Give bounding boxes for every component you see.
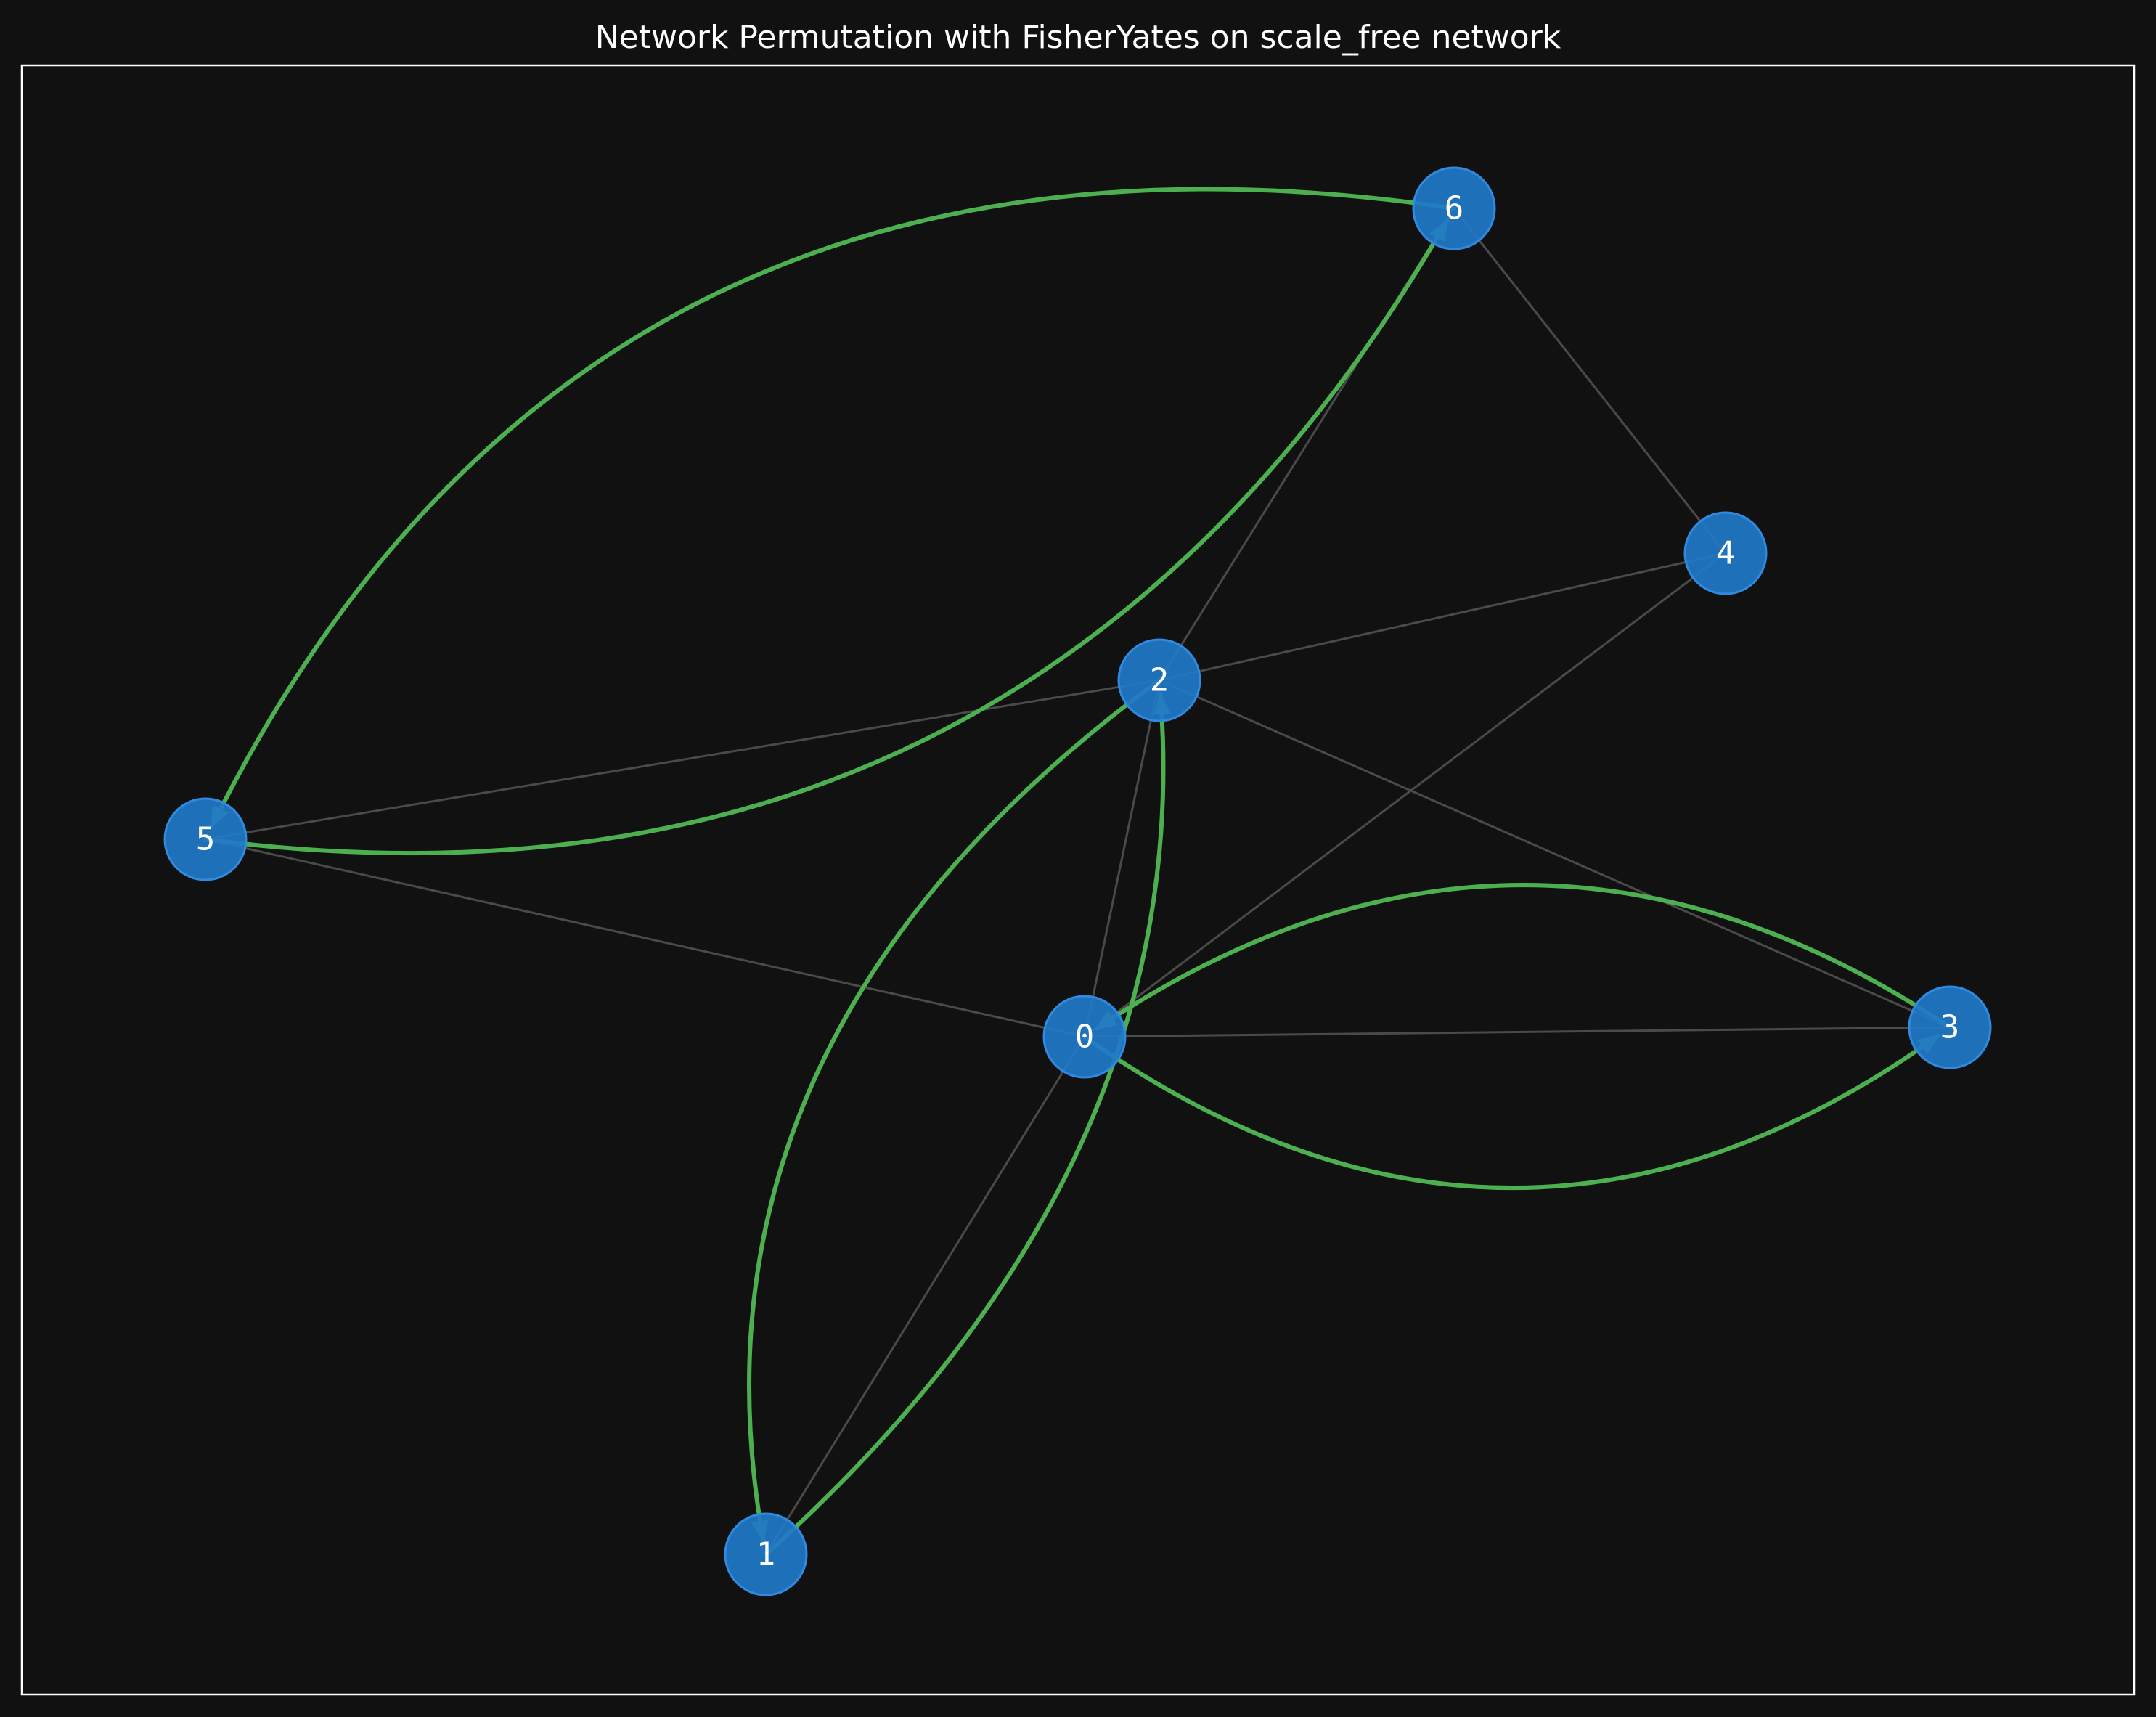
- node-0: 0: [1042, 995, 1127, 1079]
- node-2: 2: [1117, 638, 1201, 722]
- edge-4-6: [1453, 208, 1727, 554]
- edge-0-4: [1084, 552, 1726, 1038]
- chart-title: Network Permutation with FisherYates on …: [595, 19, 1561, 56]
- node-label-4: 4: [1716, 535, 1736, 572]
- node-label-5: 5: [196, 821, 216, 858]
- node-circle-0: [1042, 995, 1127, 1079]
- edge-2-3: [1159, 679, 1951, 1029]
- permutation-edges-layer: [203, 187, 1952, 1557]
- node-circle-6: [1412, 166, 1496, 250]
- node-5: 5: [163, 797, 248, 881]
- plot-frame: [20, 64, 2136, 1696]
- edge-0-2: [1083, 680, 1161, 1037]
- node-circle-3: [1908, 985, 1992, 1069]
- permutation-edge-6-5: [209, 187, 1456, 829]
- permutation-edge-1-2: [764, 692, 1171, 1557]
- permutation-edge-0-3: [1082, 1033, 1941, 1190]
- edge-2-4: [1159, 552, 1726, 682]
- node-3: 3: [1908, 985, 1992, 1069]
- node-label-3: 3: [1940, 1009, 1960, 1046]
- edge-0-1: [764, 1036, 1086, 1555]
- node-circle-4: [1683, 511, 1768, 595]
- node-label-0: 0: [1075, 1019, 1095, 1056]
- edge-0-3: [1084, 1026, 1951, 1038]
- node-6: 6: [1412, 166, 1496, 250]
- node-circle-5: [163, 797, 248, 881]
- node-circle-2: [1117, 638, 1201, 722]
- node-4: 4: [1683, 511, 1768, 595]
- permutation-edge-3-0: [1094, 883, 1952, 1032]
- node-label-1: 1: [756, 1536, 776, 1573]
- node-label-2: 2: [1150, 662, 1169, 699]
- nodes-layer: 0 1 2 3 4 5 6: [163, 166, 1992, 1596]
- edge-2-5: [205, 679, 1160, 841]
- node-label-6: 6: [1445, 190, 1464, 227]
- permutation-edge-5-6: [203, 218, 1450, 856]
- edge-0-5: [205, 838, 1085, 1038]
- node-1: 1: [724, 1512, 808, 1596]
- permutation-edge-2-1: [747, 678, 1161, 1543]
- node-circle-1: [724, 1512, 808, 1596]
